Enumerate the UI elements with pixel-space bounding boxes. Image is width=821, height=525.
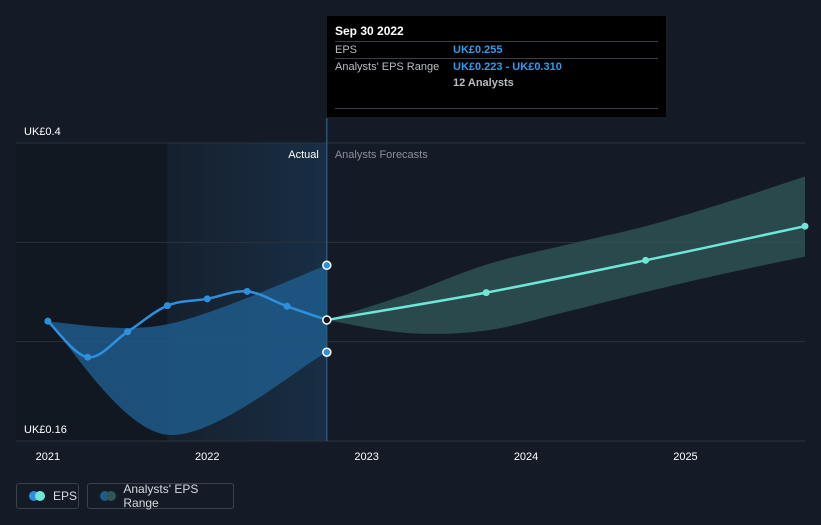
eps-point — [322, 315, 332, 325]
range-marker-point — [322, 347, 332, 357]
range-marker-point — [322, 260, 332, 271]
legend-range-button[interactable]: Analysts' EPS Range — [87, 482, 234, 510]
x-tick-label: 2021 — [36, 451, 60, 463]
x-tick-label: 2025 — [673, 451, 697, 463]
tooltip-divider — [335, 108, 658, 109]
x-tick-label: 2024 — [514, 451, 538, 463]
eps-tooltip: Sep 30 2022 EPS UK£0.255 Analysts' EPS R… — [327, 16, 666, 117]
eps-legend-icon — [29, 491, 47, 501]
legend-eps-button[interactable]: EPS — [16, 483, 79, 509]
tooltip-range-value: UK£0.223 - UK£0.310 — [453, 61, 562, 73]
actual-section-label: Actual — [288, 149, 319, 161]
tooltip-analysts-count: 12 Analysts — [453, 77, 514, 89]
eps-point — [203, 295, 211, 303]
eps-point — [44, 317, 52, 325]
eps-point — [243, 287, 251, 295]
actual-range-band — [47, 265, 327, 436]
legend-range-label: Analysts' EPS Range — [123, 482, 199, 510]
forecast-point — [642, 256, 650, 264]
tooltip-eps-row: EPS UK£0.255 — [335, 41, 658, 59]
tooltip-range-label: Analysts' EPS Range — [335, 61, 440, 73]
tooltip-analysts-row: 12 Analysts — [335, 75, 658, 92]
x-tick-label: 2022 — [195, 451, 219, 463]
range-legend-icon — [100, 491, 117, 501]
forecast-range-band — [326, 176, 805, 334]
tooltip-eps-label: EPS — [335, 44, 358, 56]
tooltip-eps-value: UK£0.255 — [453, 44, 503, 56]
eps-point — [283, 302, 291, 310]
eps-point — [124, 328, 132, 336]
eps-point — [163, 302, 171, 310]
x-tick-label: 2023 — [354, 451, 378, 463]
y-tick-label: UK£0.4 — [24, 126, 61, 138]
forecast-point — [801, 222, 809, 230]
y-tick-label: UK£0.16 — [24, 424, 67, 436]
tooltip-range-row: Analysts' EPS Range UK£0.223 - UK£0.310 — [335, 58, 658, 76]
tooltip-date: Sep 30 2022 — [335, 24, 404, 38]
eps-forecast-line — [326, 224, 806, 322]
legend-eps-label: EPS — [53, 489, 78, 503]
forecast-section-label: Analysts Forecasts — [335, 149, 428, 161]
eps-point — [84, 353, 92, 361]
forecast-point — [482, 289, 490, 297]
